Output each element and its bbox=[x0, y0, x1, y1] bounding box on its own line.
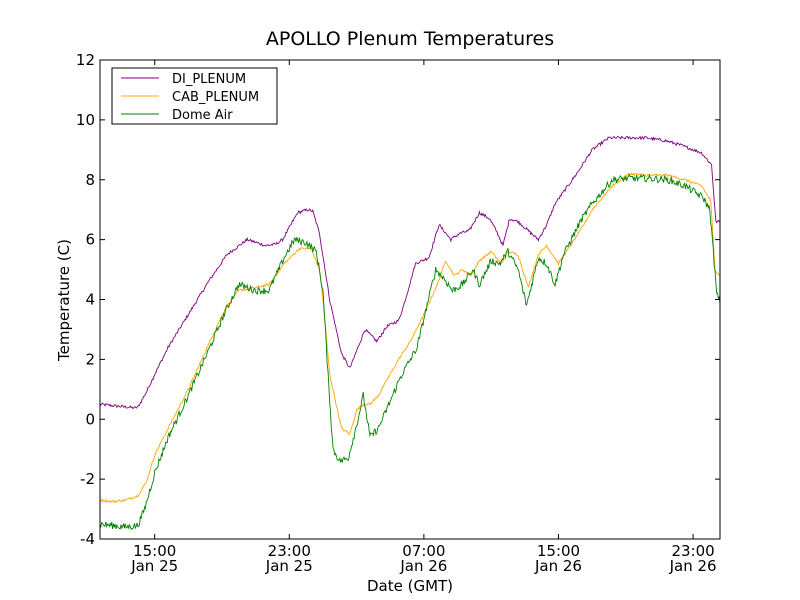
y-tick-label: 4 bbox=[85, 291, 95, 309]
legend-label-dome-air: Dome Air bbox=[172, 108, 233, 123]
series-lines bbox=[99, 135, 721, 530]
legend: DI_PLENUM CAB_PLENUM Dome Air bbox=[111, 67, 278, 125]
series-line-dome-air bbox=[99, 173, 721, 530]
x-tick-time-label: 07:00 bbox=[402, 542, 445, 560]
x-tick-time-label: 23:00 bbox=[268, 542, 311, 560]
y-tick-label: 2 bbox=[85, 350, 95, 368]
x-tick-date-label: Jan 25 bbox=[265, 557, 313, 575]
x-tick-date-label: Jan 26 bbox=[399, 557, 447, 575]
x-tick-time-label: 23:00 bbox=[671, 542, 714, 560]
x-tick-date-label: Jan 26 bbox=[669, 557, 717, 575]
x-tick-date-label: Jan 25 bbox=[130, 557, 178, 575]
series-line-di-plenum bbox=[99, 135, 721, 410]
y-tick-label: 6 bbox=[85, 231, 95, 249]
y-tick-label: -2 bbox=[80, 470, 95, 488]
plot-frame bbox=[99, 59, 721, 540]
legend-label-cab-plenum: CAB_PLENUM bbox=[172, 90, 259, 105]
x-axis-label: Date (GMT) bbox=[367, 577, 453, 595]
y-tick-label: 12 bbox=[76, 51, 95, 69]
y-tick-label: 10 bbox=[76, 111, 95, 129]
y-axis-label: Temperature (C) bbox=[55, 239, 73, 362]
legend-label-di-plenum: DI_PLENUM bbox=[172, 72, 246, 87]
x-tick-time-label: 15:00 bbox=[537, 542, 580, 560]
chart-title: APOLLO Plenum Temperatures bbox=[266, 28, 554, 50]
y-tick-label: 8 bbox=[85, 171, 95, 189]
x-tick-date-label: Jan 26 bbox=[534, 557, 582, 575]
x-tick-time-label: 15:00 bbox=[133, 542, 176, 560]
y-tick-label: 0 bbox=[85, 410, 95, 428]
y-tick-label: -4 bbox=[80, 530, 95, 548]
